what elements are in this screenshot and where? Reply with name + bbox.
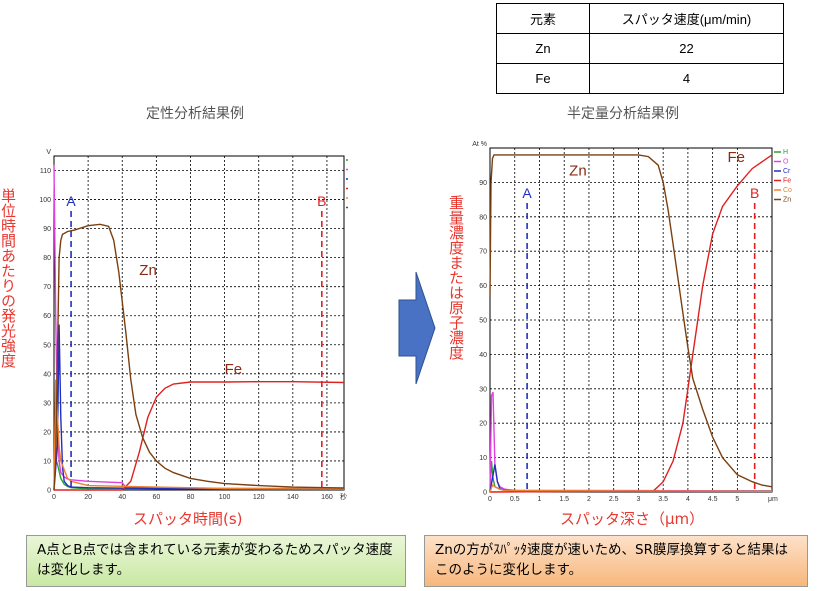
marker-label-a: A	[66, 193, 76, 209]
table-cell: Zn	[496, 33, 590, 64]
y-tick-label: 80	[479, 214, 487, 221]
x-tick-label: 0	[52, 494, 56, 501]
legend-entry: Fe	[783, 178, 791, 185]
series-line-zn	[489, 154, 773, 488]
legend-entry: H	[783, 149, 788, 156]
y-tick-label: 20	[43, 429, 51, 436]
x-tick-label: 100	[219, 494, 231, 501]
x-tick-label: 0	[488, 496, 492, 503]
y-unit-label: At %	[472, 141, 487, 148]
left-x-axis-label: スパッタ時間(s)	[133, 510, 243, 528]
series-annotation-zn: Zn	[139, 262, 157, 279]
y-tick-label: 20	[479, 421, 487, 428]
y-tick-label: 60	[479, 283, 487, 290]
y-tick-label: 70	[43, 284, 51, 291]
x-tick-label: 20	[84, 494, 92, 501]
series-line-co	[489, 483, 773, 493]
x-tick-label: 5	[735, 496, 739, 503]
x-unit-label: 秒	[340, 492, 347, 501]
left-y-axis-label: 単位時間あたりの発光強度	[0, 188, 17, 368]
plot-frame	[53, 155, 345, 491]
y-tick-label: 60	[43, 313, 51, 320]
y-tick-label: 50	[43, 342, 51, 349]
x-tick-label: 3.5	[658, 496, 668, 503]
legend-entry: Zn	[783, 197, 791, 204]
marker-label-a: A	[522, 185, 532, 201]
y-tick-label: 40	[43, 371, 51, 378]
series-line-cr	[53, 324, 345, 491]
y-tick-label: 10	[479, 455, 487, 462]
right-arrow-icon	[398, 271, 436, 385]
left-note: A点とB点では含まれている元素が変わるためスパッタ速度は変化します。	[26, 535, 406, 587]
x-unit-label: μm	[768, 496, 778, 503]
series-line-zn	[53, 223, 345, 491]
legend-entry: Cr	[783, 168, 791, 175]
right-y-axis-label: 重量濃度または原子濃度	[447, 195, 465, 360]
x-tick-label: 2.5	[609, 496, 619, 503]
series-line-fe	[489, 154, 773, 493]
series-annotation-fe: Fe	[727, 149, 745, 166]
x-tick-label: 0.5	[510, 496, 520, 503]
table-row: Zn 22	[496, 33, 784, 64]
x-tick-label: 40	[118, 494, 126, 501]
table-cell: 22	[589, 33, 784, 64]
y-tick-label: 30	[479, 386, 487, 393]
y-unit-label: V	[46, 149, 51, 156]
y-tick-label: 110	[40, 168, 51, 175]
y-tick-label: 40	[479, 352, 487, 359]
table-header-row: 元素 スパッタ速度(μm/min)	[496, 3, 784, 34]
series-annotation-fe: Fe	[225, 361, 243, 378]
sputter-rate-table: 元素 スパッタ速度(μm/min) Zn 22 Fe 4	[496, 3, 784, 94]
x-tick-label: 1.5	[559, 496, 569, 503]
legend-entry: Co	[783, 187, 792, 194]
semi-quantitative-chart: 0 0.5 1 1.5 2 2.5 3 3.5 4 4.5 50102030405060708090…	[472, 141, 792, 503]
y-tick-label: 90	[43, 226, 51, 233]
qualitative-chart: 0 20 40 60 80 100 120 140 160 0 10 20 30 40 50 60 70 80 90…	[39, 149, 348, 501]
table-cell: 4	[589, 63, 784, 94]
y-tick-label: 80	[43, 255, 51, 262]
y-tick-label: 0	[47, 488, 51, 495]
x-tick-label: 4.5	[708, 496, 718, 503]
x-tick-label: 3	[636, 496, 640, 503]
table-header-rate: スパッタ速度(μm/min)	[589, 3, 784, 34]
y-tick-label: 90	[479, 180, 487, 187]
right-note: Znの方がｽﾊﾟｯﾀ速度が速いため、SR膜厚換算すると結果はこのように変化します…	[424, 535, 808, 587]
legend-entry: O	[783, 159, 789, 166]
y-tick-label: 70	[479, 249, 487, 256]
y-tick-label: 100	[39, 197, 51, 204]
x-tick-label: 1	[538, 496, 542, 503]
right-x-axis-label: スパッタ深さ（μm）	[560, 510, 705, 528]
x-tick-label: 2	[587, 496, 591, 503]
left-chart-title: 定性分析結果例	[146, 106, 244, 122]
right-chart-title: 半定量分析結果例	[567, 106, 679, 122]
x-tick-label: 4	[686, 496, 690, 503]
y-tick-label: 10	[43, 458, 51, 465]
y-tick-label: 30	[43, 400, 51, 407]
x-tick-label: 80	[187, 494, 195, 501]
marker-label-b: B	[317, 193, 326, 209]
y-tick-label: 50	[479, 318, 487, 325]
x-tick-label: 120	[253, 494, 265, 501]
series-annotation-zn: Zn	[569, 163, 587, 180]
y-tick-label: 0	[483, 490, 487, 497]
x-tick-label: 160	[321, 494, 333, 501]
table-cell: Fe	[496, 63, 590, 94]
table-header-element: 元素	[496, 3, 590, 34]
x-tick-label: 140	[287, 494, 299, 501]
x-tick-label: 60	[152, 494, 160, 501]
series-line-fe	[54, 380, 345, 491]
marker-label-b: B	[750, 185, 759, 201]
table-row: Fe 4	[496, 63, 784, 94]
